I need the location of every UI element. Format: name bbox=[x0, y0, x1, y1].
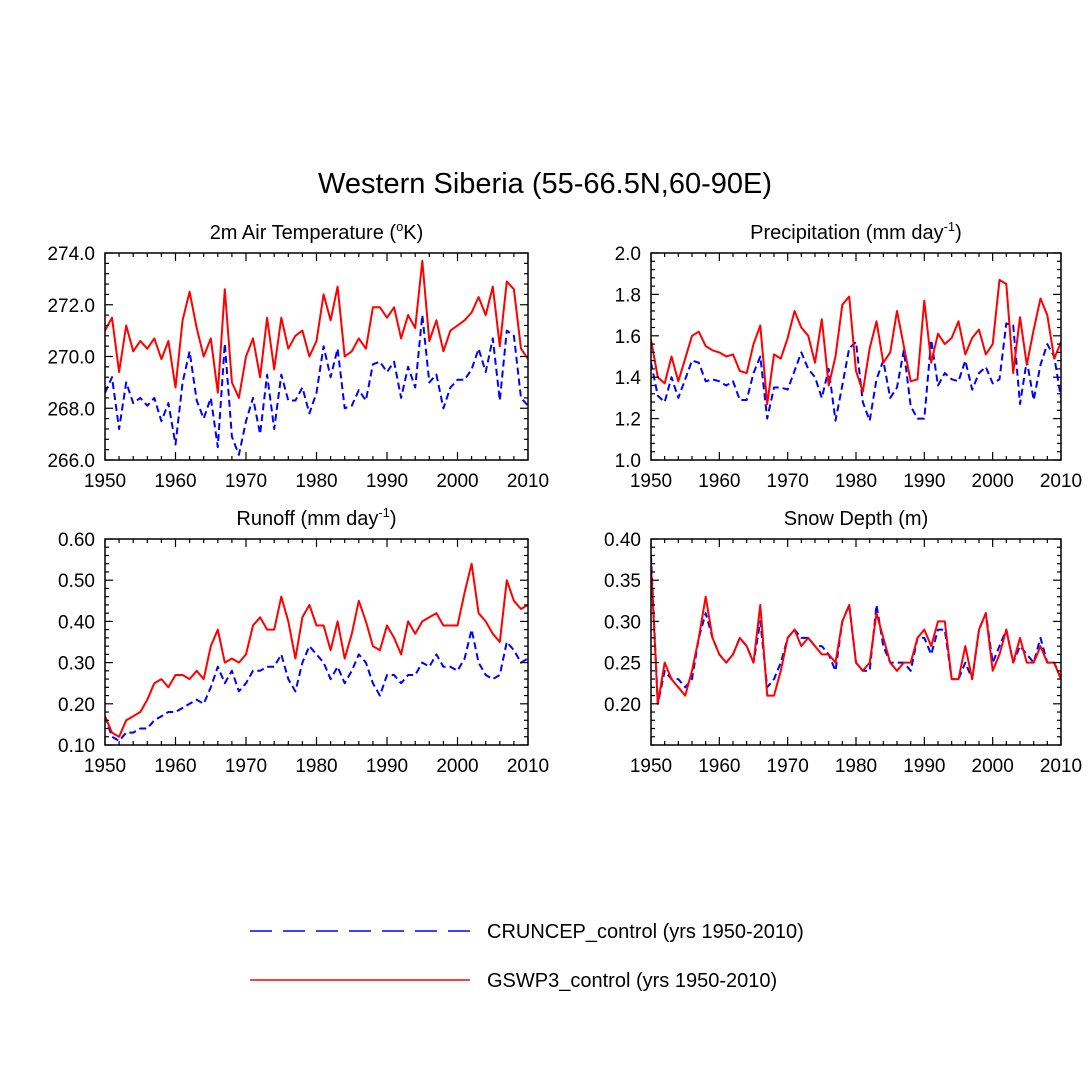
x-tick-label: 1960 bbox=[154, 756, 196, 777]
panel-title: Precipitation (mm day-1) bbox=[750, 219, 962, 244]
x-tick-label: 2010 bbox=[507, 471, 549, 492]
panel-title-suffix: ) bbox=[955, 222, 962, 244]
y-tick-label: 1.2 bbox=[615, 410, 641, 431]
series-line-gswp3 bbox=[105, 562, 528, 738]
x-tick-label: 2010 bbox=[1040, 756, 1082, 777]
y-tick-label: 0.40 bbox=[58, 612, 95, 633]
y-tick-label: 1.4 bbox=[615, 368, 642, 389]
x-tick-label: 1990 bbox=[903, 471, 945, 492]
panel-title-superscript: -1 bbox=[378, 505, 390, 520]
y-tick-label: 0.25 bbox=[604, 654, 641, 675]
y-tick-label: 0.50 bbox=[58, 571, 95, 592]
y-tick-label: 0.30 bbox=[58, 654, 95, 675]
series-line-cruncep bbox=[651, 322, 1061, 422]
panel-snow-depth: Snow Depth (m) 1950 1960 1970 1980 1990 2000 20… bbox=[604, 508, 1082, 777]
x-tick-label: 1970 bbox=[767, 471, 809, 492]
x-tick-label: 2000 bbox=[972, 471, 1014, 492]
x-tick-label: 1990 bbox=[903, 756, 945, 777]
panel-title-text: Precipitation (mm day bbox=[750, 222, 943, 244]
x-tick-label: 2000 bbox=[436, 471, 478, 492]
y-tick-label: 0.40 bbox=[604, 530, 641, 551]
x-tick-label: 1990 bbox=[366, 471, 408, 492]
panel-title: Runoff (mm day-1) bbox=[236, 505, 396, 530]
x-tick-label: 1950 bbox=[630, 471, 672, 492]
x-tick-label: 1980 bbox=[295, 471, 337, 492]
legend: CRUNCEP_control (yrs 1950-2010) GSWP3_co… bbox=[250, 921, 804, 992]
x-tick-label: 1980 bbox=[295, 756, 337, 777]
panel-title-superscript: -1 bbox=[944, 219, 956, 234]
x-tick-label: 2000 bbox=[972, 756, 1014, 777]
y-tick-label: 268.0 bbox=[47, 399, 95, 420]
y-tick-label: 2.0 bbox=[615, 244, 641, 265]
y-tick-label: 0.30 bbox=[604, 612, 641, 633]
x-tick-label: 2010 bbox=[507, 756, 549, 777]
y-tick-label: 272.0 bbox=[47, 296, 95, 317]
panel-runoff: Runoff (mm day-1) 1950 1960 1970 1980 1990 200… bbox=[58, 505, 549, 777]
x-tick-label: 1960 bbox=[154, 471, 196, 492]
y-tick-label: 1.6 bbox=[615, 327, 641, 348]
panel-title-superscript: o bbox=[396, 219, 403, 234]
x-tick-label: 1970 bbox=[225, 471, 267, 492]
panel-title-suffix: K) bbox=[403, 222, 423, 244]
y-tick-label: 1.0 bbox=[615, 451, 641, 472]
panel-title-text: Snow Depth (m) bbox=[784, 508, 929, 530]
y-tick-label: 0.20 bbox=[58, 695, 95, 716]
x-tick-label: 2000 bbox=[436, 756, 478, 777]
panel-title: Snow Depth (m) bbox=[784, 508, 929, 530]
y-tick-label: 266.0 bbox=[47, 451, 95, 472]
series-line-gswp3 bbox=[651, 278, 1061, 406]
panel-title-suffix: ) bbox=[390, 508, 397, 530]
x-tick-label: 1980 bbox=[835, 471, 877, 492]
plot-frame bbox=[104, 538, 529, 746]
x-tick-label: 1950 bbox=[84, 471, 126, 492]
y-tick-label: 0.60 bbox=[58, 530, 95, 551]
x-tick-label: 1980 bbox=[835, 756, 877, 777]
y-tick-label: 270.0 bbox=[47, 348, 95, 369]
x-tick-label: 1960 bbox=[698, 756, 740, 777]
x-tick-label: 1970 bbox=[225, 756, 267, 777]
series-line-gswp3 bbox=[651, 563, 1061, 705]
plot-frame bbox=[650, 538, 1062, 746]
y-tick-label: 0.10 bbox=[58, 736, 95, 757]
panel-title-text: Runoff (mm day bbox=[236, 508, 378, 530]
y-tick-label: 0.20 bbox=[604, 695, 641, 716]
panel-precipitation: Precipitation (mm day-1) 1950 1960 1970 1980… bbox=[615, 219, 1083, 492]
x-tick-label: 1990 bbox=[366, 756, 408, 777]
y-tick-label: 274.0 bbox=[47, 244, 95, 265]
y-tick-label: 1.8 bbox=[615, 285, 641, 306]
legend-label-gswp3: GSWP3_control (yrs 1950-2010) bbox=[487, 970, 777, 992]
series-line-cruncep bbox=[105, 314, 528, 456]
figure-title: Western Siberia (55-66.5N,60-90E) bbox=[318, 168, 772, 200]
panel-title: 2m Air Temperature (oK) bbox=[210, 219, 424, 244]
x-tick-label: 1950 bbox=[84, 756, 126, 777]
x-tick-label: 1950 bbox=[630, 756, 672, 777]
x-tick-label: 1970 bbox=[767, 756, 809, 777]
series-line-cruncep bbox=[651, 555, 1061, 705]
x-tick-label: 1960 bbox=[698, 471, 740, 492]
legend-label-cruncep: CRUNCEP_control (yrs 1950-2010) bbox=[487, 921, 804, 943]
panel-air-temperature: 2m Air Temperature (oK) 1950 1960 1970 1980 1… bbox=[47, 219, 549, 492]
plot-frame bbox=[104, 252, 529, 461]
series-line-gswp3 bbox=[105, 259, 528, 399]
y-tick-label: 0.35 bbox=[604, 571, 641, 592]
panel-title-text: 2m Air Temperature ( bbox=[210, 222, 397, 244]
x-tick-label: 2010 bbox=[1040, 471, 1082, 492]
